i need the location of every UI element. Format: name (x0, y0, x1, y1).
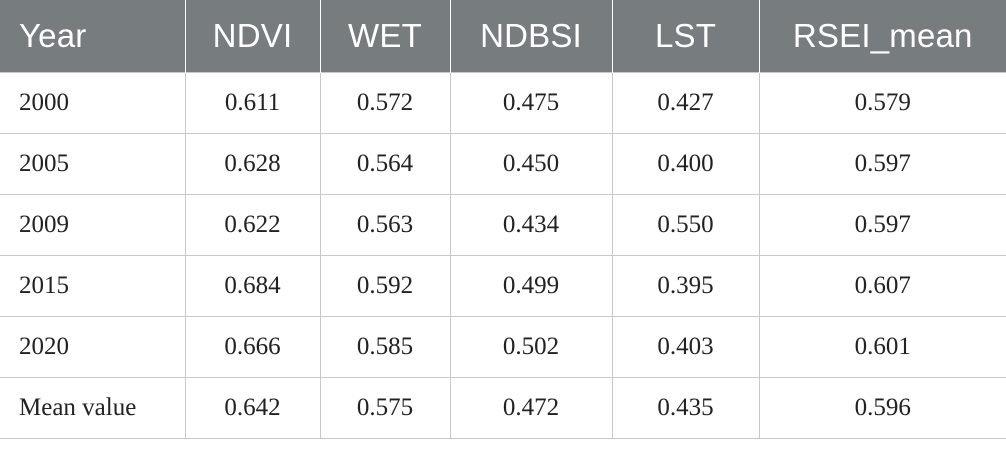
cell-ndvi: 0.611 (184, 72, 321, 134)
cell-year: Mean value (0, 377, 186, 439)
cell-lst: 0.400 (611, 133, 760, 195)
table-row: 2020 0.666 0.585 0.502 0.403 0.601 (0, 316, 1006, 378)
cell-rsei-mean: 0.597 (758, 133, 1006, 195)
cell-rsei-mean: 0.596 (758, 377, 1006, 439)
cell-lst: 0.435 (611, 377, 760, 439)
cell-lst: 0.403 (611, 316, 760, 378)
column-header-lst: LST (612, 0, 760, 73)
table-body: 2000 0.611 0.572 0.475 0.427 0.579 2005 … (0, 72, 1006, 439)
cell-ndbsi: 0.434 (449, 194, 613, 256)
cell-ndbsi: 0.475 (449, 72, 613, 134)
cell-rsei-mean: 0.597 (758, 194, 1006, 256)
cell-wet: 0.585 (319, 316, 451, 378)
cell-lst: 0.395 (611, 255, 760, 317)
column-header-ndvi: NDVI (185, 0, 321, 73)
cell-year: 2000 (0, 72, 186, 134)
cell-ndvi: 0.628 (184, 133, 321, 195)
column-header-wet: WET (320, 0, 451, 73)
header-row: Year NDVI WET NDBSI LST RSEI_mean (0, 0, 1006, 73)
cell-ndvi: 0.666 (184, 316, 321, 378)
cell-rsei-mean: 0.601 (758, 316, 1006, 378)
rsei-indices-table: Year NDVI WET NDBSI LST RSEI_mean 2000 0… (0, 0, 1006, 439)
cell-year: 2015 (0, 255, 186, 317)
table-row-mean: Mean value 0.642 0.575 0.472 0.435 0.596 (0, 377, 1006, 439)
cell-year: 2009 (0, 194, 186, 256)
cell-lst: 0.550 (611, 194, 760, 256)
cell-ndvi: 0.684 (184, 255, 321, 317)
table-row: 2009 0.622 0.563 0.434 0.550 0.597 (0, 194, 1006, 256)
cell-ndvi: 0.622 (184, 194, 321, 256)
cell-ndbsi: 0.502 (449, 316, 613, 378)
cell-ndbsi: 0.472 (449, 377, 613, 439)
cell-rsei-mean: 0.579 (758, 72, 1006, 134)
table-row: 2015 0.684 0.592 0.499 0.395 0.607 (0, 255, 1006, 317)
cell-ndbsi: 0.450 (449, 133, 613, 195)
table-row: 2005 0.628 0.564 0.450 0.400 0.597 (0, 133, 1006, 195)
cell-lst: 0.427 (611, 72, 760, 134)
cell-year: 2020 (0, 316, 186, 378)
cell-wet: 0.572 (319, 72, 451, 134)
cell-wet: 0.592 (319, 255, 451, 317)
cell-rsei-mean: 0.607 (758, 255, 1006, 317)
column-header-year: Year (0, 0, 186, 73)
cell-ndvi: 0.642 (184, 377, 321, 439)
table-header: Year NDVI WET NDBSI LST RSEI_mean (0, 0, 1006, 73)
cell-wet: 0.563 (319, 194, 451, 256)
cell-wet: 0.564 (319, 133, 451, 195)
column-header-rsei-mean: RSEI_mean (759, 0, 1006, 73)
cell-wet: 0.575 (319, 377, 451, 439)
column-header-ndbsi: NDBSI (450, 0, 613, 73)
table-row: 2000 0.611 0.572 0.475 0.427 0.579 (0, 72, 1006, 134)
cell-ndbsi: 0.499 (449, 255, 613, 317)
cell-year: 2005 (0, 133, 186, 195)
